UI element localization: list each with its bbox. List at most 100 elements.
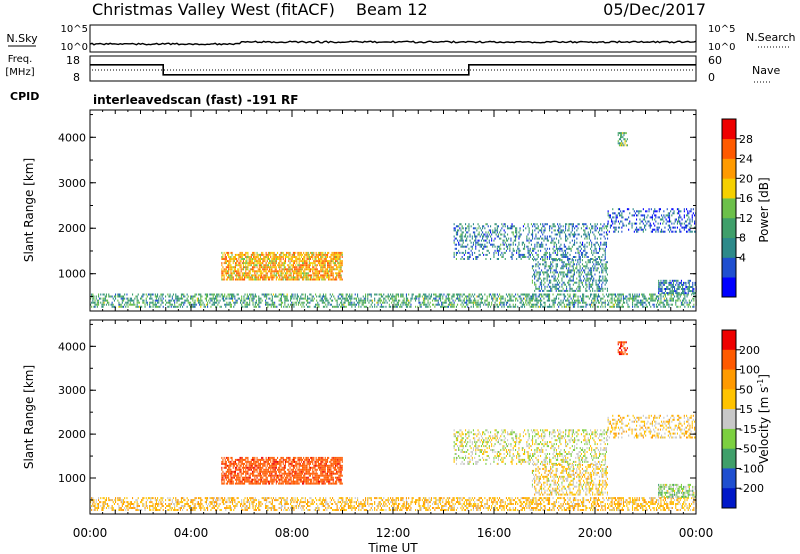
- power-cell: [255, 301, 257, 304]
- power-cell: [391, 301, 393, 304]
- power-cell: [483, 303, 485, 306]
- power-cell: [591, 293, 593, 296]
- power-cell: [585, 283, 587, 286]
- power-cell: [580, 235, 582, 238]
- power-cell: [220, 305, 222, 308]
- power-cell: [324, 295, 326, 298]
- power-cell: [240, 276, 242, 279]
- power-cell: [479, 243, 481, 246]
- power-cell: [538, 271, 540, 274]
- power-cell: [455, 305, 457, 308]
- power-cell: [308, 274, 310, 277]
- power-cell: [641, 220, 643, 223]
- power-cell: [210, 299, 212, 302]
- power-cell: [282, 276, 284, 279]
- power-cell: [526, 299, 528, 302]
- noise-right-tick-bottom: 10^0: [708, 42, 735, 53]
- power-cell: [531, 281, 533, 284]
- power-cell: [621, 136, 623, 139]
- power-cell: [569, 258, 571, 260]
- power-cell: [461, 245, 463, 248]
- power-cell: [569, 285, 571, 288]
- power-cell: [549, 235, 551, 238]
- power-cell: [572, 223, 574, 226]
- power-cell: [291, 295, 293, 298]
- power-cell: [241, 305, 243, 308]
- power-cell: [676, 222, 678, 225]
- power-cell: [680, 210, 682, 213]
- power-cell: [681, 222, 683, 225]
- power-cell: [653, 212, 655, 215]
- power-cell: [454, 299, 456, 302]
- power-cell: [261, 276, 263, 279]
- power-cell: [503, 229, 505, 232]
- power-cell: [577, 261, 579, 264]
- power-cell: [585, 223, 587, 226]
- power-cell: [667, 286, 669, 288]
- power-cell: [552, 247, 554, 250]
- power-cell: [606, 273, 608, 276]
- power-cell: [476, 303, 478, 306]
- power-cell: [659, 208, 661, 211]
- power-cell: [326, 305, 328, 308]
- power-cell: [341, 303, 343, 306]
- power-cell: [238, 262, 240, 265]
- power-cell: [96, 301, 98, 304]
- power-cell: [330, 260, 332, 263]
- power-cell: [134, 303, 136, 306]
- power-cell: [572, 283, 574, 286]
- power-cell: [409, 305, 411, 308]
- power-cell: [652, 295, 654, 298]
- power-cell: [471, 245, 473, 248]
- power-cell: [111, 301, 113, 304]
- power-cell: [670, 210, 672, 213]
- power-cell: [544, 277, 546, 280]
- power-cell: [324, 256, 326, 258]
- power-cell: [327, 264, 329, 267]
- power-cell: [470, 245, 472, 248]
- power-cell: [287, 272, 289, 275]
- power-cell: [190, 301, 192, 304]
- power-cell: [573, 271, 575, 274]
- power-cell: [457, 233, 459, 236]
- power-cell: [548, 289, 550, 292]
- power-cell: [579, 245, 581, 248]
- power-cell: [274, 301, 276, 304]
- power-cell: [317, 258, 319, 260]
- power-cell: [267, 278, 269, 281]
- power-cell: [246, 256, 248, 258]
- power-cell: [311, 274, 313, 277]
- power-cell: [580, 281, 582, 284]
- power-cell: [449, 301, 451, 304]
- power-cell: [544, 237, 546, 240]
- power-cell: [497, 295, 499, 298]
- power-cell: [544, 293, 546, 296]
- power-cell: [497, 235, 499, 238]
- power-cell: [291, 297, 293, 300]
- power-cell: [569, 269, 571, 272]
- power-cell: [477, 241, 479, 244]
- power-cell: [496, 299, 498, 302]
- power-cell: [113, 295, 115, 298]
- power-cell: [484, 227, 486, 230]
- power-cell: [273, 266, 275, 269]
- power-cell: [249, 260, 251, 263]
- power-cell: [493, 243, 495, 246]
- power-cell: [338, 274, 340, 277]
- power-cell: [252, 266, 254, 269]
- power-cell: [528, 293, 530, 296]
- power-cell: [571, 245, 573, 248]
- power-cell: [291, 260, 293, 263]
- power-cell: [689, 290, 691, 293]
- power-cell: [590, 247, 592, 250]
- power-cell: [648, 208, 650, 211]
- power-cell: [486, 253, 488, 256]
- power-cell: [210, 305, 212, 308]
- power-cell: [288, 274, 290, 277]
- power-cell: [314, 258, 316, 260]
- power-cell: [249, 272, 251, 275]
- power-cell: [534, 247, 536, 250]
- power-cell: [234, 253, 236, 256]
- power-cell: [560, 237, 562, 240]
